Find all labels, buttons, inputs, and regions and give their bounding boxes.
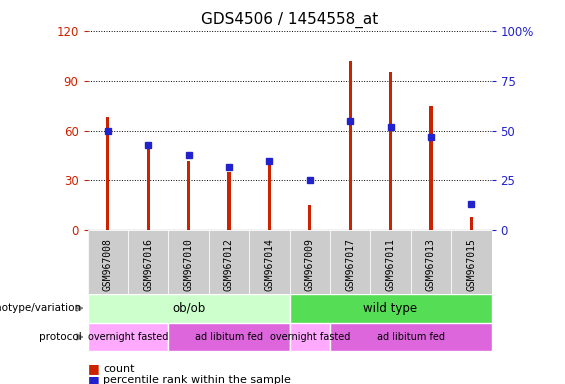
Bar (290, 323, 330, 351)
Bar (168, 323, 289, 351)
Bar (88, 323, 168, 351)
Bar (88, 294, 290, 323)
Text: overnight fasted: overnight fasted (270, 332, 350, 342)
Text: GSM967014: GSM967014 (264, 238, 275, 291)
Text: ■: ■ (88, 374, 99, 384)
Text: GSM967015: GSM967015 (466, 238, 476, 291)
Text: protocol: protocol (39, 332, 82, 342)
Bar (290, 294, 492, 323)
Text: GSM967010: GSM967010 (184, 238, 194, 291)
Bar (106, 117, 110, 230)
Bar (308, 205, 311, 230)
Bar (249, 230, 289, 294)
Bar (349, 61, 352, 230)
Bar (88, 230, 128, 294)
Text: percentile rank within the sample: percentile rank within the sample (103, 375, 292, 384)
Text: GSM967008: GSM967008 (103, 238, 113, 291)
Text: GSM967013: GSM967013 (426, 238, 436, 291)
Bar (389, 72, 392, 230)
Bar (451, 230, 492, 294)
Bar (429, 106, 433, 230)
Bar (411, 230, 451, 294)
Bar (128, 230, 168, 294)
Text: genotype/variation: genotype/variation (0, 303, 82, 313)
Text: overnight fasted: overnight fasted (88, 332, 168, 342)
Text: ad libitum fed: ad libitum fed (195, 332, 263, 342)
Text: wild type: wild type (363, 302, 418, 314)
Bar (371, 230, 411, 294)
Text: ad libitum fed: ad libitum fed (377, 332, 445, 342)
Bar (146, 144, 150, 230)
Bar (268, 161, 271, 230)
Bar (227, 172, 231, 230)
Text: GSM967012: GSM967012 (224, 238, 234, 291)
Text: GSM967017: GSM967017 (345, 238, 355, 291)
Text: ■: ■ (88, 362, 99, 375)
Text: count: count (103, 364, 135, 374)
Text: GSM967011: GSM967011 (385, 238, 396, 291)
Bar (330, 230, 371, 294)
Bar (209, 230, 249, 294)
Bar (330, 323, 492, 351)
Text: GSM967009: GSM967009 (305, 238, 315, 291)
Text: GSM967016: GSM967016 (143, 238, 153, 291)
Bar (290, 230, 330, 294)
Bar (168, 230, 209, 294)
Bar (187, 161, 190, 230)
Text: ob/ob: ob/ob (172, 302, 205, 314)
Title: GDS4506 / 1454558_at: GDS4506 / 1454558_at (201, 12, 378, 28)
Bar (470, 217, 473, 230)
